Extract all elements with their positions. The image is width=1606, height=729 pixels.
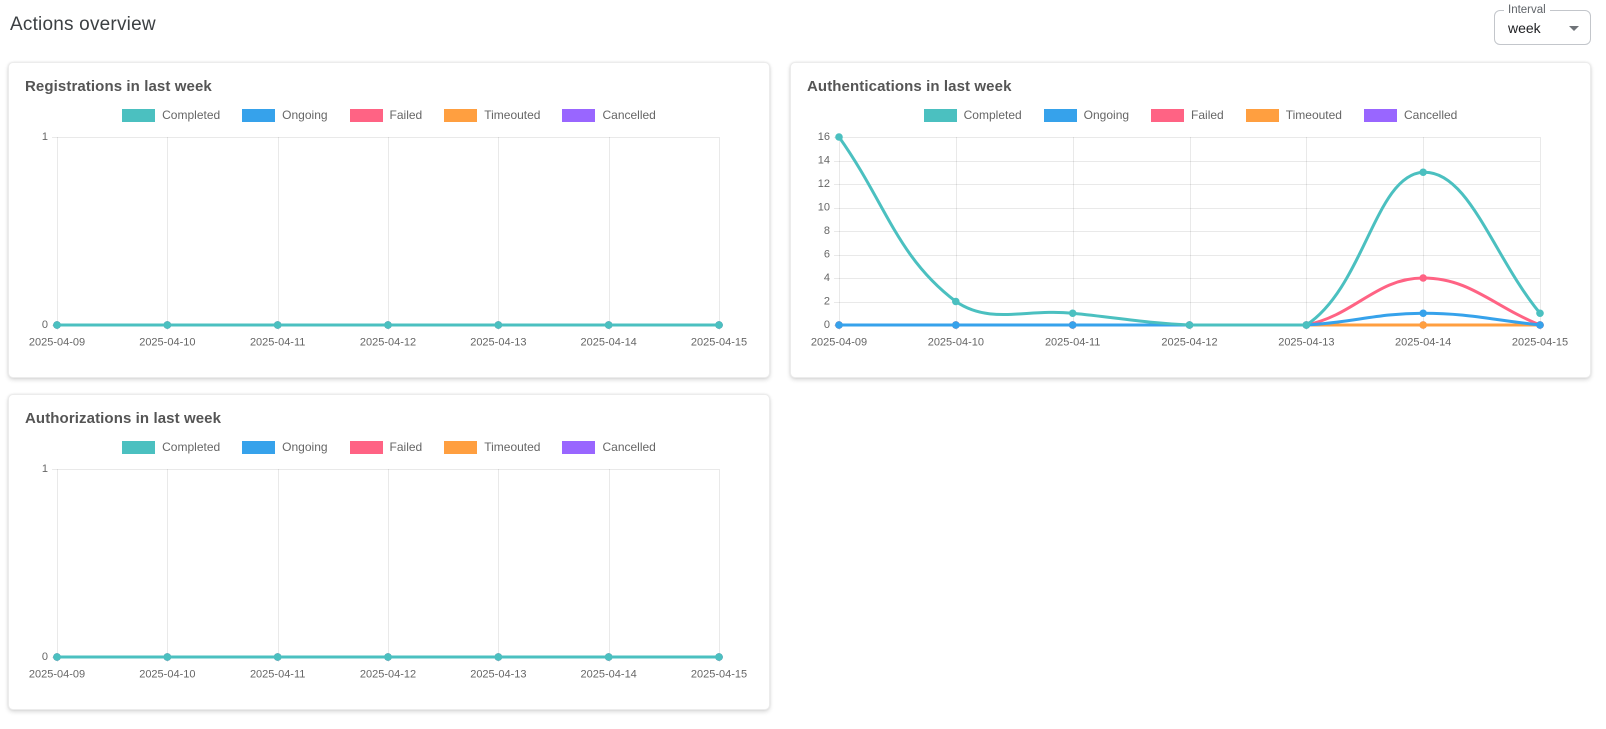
legend-label: Timeouted — [484, 440, 541, 454]
interval-select[interactable]: Interval week — [1494, 3, 1591, 45]
registrations-line-chart — [9, 129, 769, 357]
authentications-chart-card: Authentications in last week Completed On… — [790, 62, 1591, 378]
chart-title-authentications: Authentications in last week — [807, 78, 1012, 95]
legend-label: Timeouted — [1285, 108, 1342, 122]
legend-label: Cancelled — [1403, 108, 1458, 122]
legend-label: Timeouted — [484, 108, 541, 122]
chart-title-authorizations: Authorizations in last week — [25, 410, 222, 427]
legend-item-timeouted[interactable]: Timeouted — [1245, 108, 1342, 122]
chart-legend-registrations: Completed Ongoing Failed Timeouted Cancelled — [9, 108, 769, 122]
interval-select-label: Interval — [1504, 3, 1550, 17]
legend-item-ongoing[interactable]: Ongoing — [242, 440, 328, 454]
legend-swatch-timeouted — [1245, 108, 1279, 122]
legend-swatch-completed — [122, 440, 156, 454]
page-header: Actions overview Interval week — [0, 0, 1606, 62]
legend-label: Cancelled — [602, 440, 656, 454]
legend-item-completed[interactable]: Completed — [122, 108, 220, 122]
authorizations-line-chart — [9, 461, 769, 689]
registrations-chart-card: Registrations in last week Completed Ongo… — [8, 62, 770, 378]
legend-item-cancelled[interactable]: Cancelled — [1363, 108, 1458, 122]
legend-item-ongoing[interactable]: Ongoing — [242, 108, 328, 122]
legend-swatch-completed — [122, 108, 156, 122]
dropdown-arrow-icon — [1569, 25, 1579, 31]
legend-label: Ongoing — [282, 108, 328, 122]
chart-title-registrations: Registrations in last week — [25, 78, 212, 95]
legend-item-failed[interactable]: Failed — [349, 440, 423, 454]
legend-swatch-cancelled — [1363, 108, 1397, 122]
legend-item-cancelled[interactable]: Cancelled — [562, 440, 656, 454]
legend-swatch-failed — [1151, 108, 1185, 122]
legend-label: Completed — [162, 440, 221, 454]
page-title: Actions overview — [10, 14, 156, 35]
legend-label: Ongoing — [282, 440, 328, 454]
legend-item-failed[interactable]: Failed — [1151, 108, 1224, 122]
legend-swatch-ongoing — [242, 440, 276, 454]
legend-swatch-failed — [349, 108, 383, 122]
authentications-line-chart — [791, 129, 1590, 357]
legend-item-ongoing[interactable]: Ongoing — [1043, 108, 1130, 122]
legend-swatch-ongoing — [242, 108, 276, 122]
legend-label: Ongoing — [1083, 108, 1130, 122]
legend-label: Failed — [389, 108, 423, 122]
legend-label: Cancelled — [602, 108, 656, 122]
legend-item-cancelled[interactable]: Cancelled — [562, 108, 656, 122]
charts-grid: Registrations in last week Completed Ongo… — [0, 62, 1606, 710]
legend-swatch-ongoing — [1043, 108, 1077, 122]
legend-swatch-timeouted — [444, 440, 478, 454]
legend-label: Completed — [963, 108, 1022, 122]
legend-label: Completed — [162, 108, 221, 122]
chart-legend-authorizations: Completed Ongoing Failed Timeouted Cancelled — [9, 440, 769, 454]
legend-item-completed[interactable]: Completed — [923, 108, 1022, 122]
legend-label: Failed — [1191, 108, 1224, 122]
authorizations-chart-card: Authorizations in last week Completed Ong… — [8, 394, 770, 710]
legend-item-timeouted[interactable]: Timeouted — [444, 108, 540, 122]
legend-item-completed[interactable]: Completed — [122, 440, 220, 454]
legend-swatch-timeouted — [444, 108, 478, 122]
legend-swatch-completed — [923, 108, 957, 122]
legend-swatch-cancelled — [562, 108, 596, 122]
legend-label: Failed — [389, 440, 423, 454]
chart-legend-authentications: Completed Ongoing Failed Timeouted Cancelled — [791, 108, 1590, 122]
interval-select-value: week — [1508, 19, 1541, 36]
legend-item-failed[interactable]: Failed — [349, 108, 423, 122]
legend-item-timeouted[interactable]: Timeouted — [444, 440, 540, 454]
legend-swatch-failed — [349, 440, 383, 454]
legend-swatch-cancelled — [562, 440, 596, 454]
